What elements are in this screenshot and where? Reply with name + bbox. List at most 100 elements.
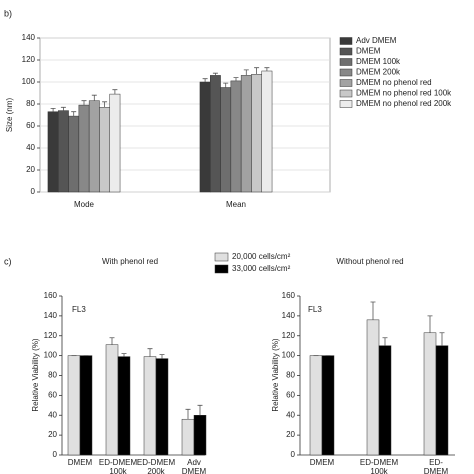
bar	[68, 115, 80, 193]
y-tick-label: 20	[26, 165, 35, 174]
y-tick-label: 80	[286, 371, 295, 380]
chart-title: Without phenol red	[336, 257, 403, 266]
error-bar	[147, 348, 153, 357]
x-tick-label: Mean	[225, 200, 247, 209]
error-bar	[81, 100, 87, 106]
bar	[79, 355, 93, 456]
y-tick-label: 40	[26, 143, 35, 152]
error-bar	[159, 354, 165, 359]
bar	[309, 355, 323, 456]
error-bar	[121, 353, 127, 357]
y-tick-label: 140	[282, 311, 296, 320]
x-tick-label: DMEM	[309, 458, 335, 467]
x-tick-label: ED-DMEM 200k	[136, 458, 176, 474]
error-bar	[71, 111, 77, 117]
annotation: FL3	[72, 305, 86, 314]
y-tick-label: 60	[48, 390, 57, 399]
y-tick-label: 160	[282, 291, 296, 300]
y-tick-label: 20	[48, 430, 57, 439]
legend-swatch	[339, 47, 353, 56]
legend-label: DMEM	[356, 47, 381, 56]
error-bar	[254, 67, 260, 75]
error-bar	[212, 72, 218, 76]
error-bar	[264, 67, 270, 71]
legend-label: DMEM no phenol red	[356, 78, 432, 87]
y-tick-label: 100	[22, 77, 36, 86]
bar	[58, 110, 69, 193]
y-axis-label: Size (nm)	[5, 98, 14, 133]
y-tick-label: 140	[44, 311, 58, 320]
bar	[240, 75, 252, 193]
y-tick-label: 80	[48, 371, 57, 380]
bar	[251, 74, 262, 193]
legend-label: 33,000 cells/cm²	[232, 264, 291, 273]
x-tick-label: ED-DMEM 100k	[359, 458, 399, 474]
bar	[99, 107, 110, 193]
y-tick-label: 120	[282, 331, 296, 340]
bar	[88, 100, 100, 193]
x-tick-label: ED-DMEM 200k	[423, 458, 449, 474]
chart-title: With phenol red	[102, 257, 158, 266]
error-bar	[223, 82, 229, 88]
y-tick-label: 40	[286, 410, 295, 419]
y-tick-label: 120	[22, 55, 36, 64]
legend-label: DMEM 200k	[356, 68, 401, 77]
y-tick-label: 120	[44, 331, 58, 340]
error-bar	[370, 301, 376, 320]
legend-swatch	[214, 252, 229, 262]
y-tick-label: 100	[44, 351, 58, 360]
panel-label: b)	[4, 8, 12, 18]
error-bar	[382, 337, 388, 346]
error-bar	[60, 106, 66, 111]
bar	[47, 111, 59, 193]
legend-swatch	[214, 264, 229, 274]
legend-label: 20,000 cells/cm²	[232, 252, 291, 261]
bar	[321, 355, 335, 456]
bar	[230, 80, 242, 193]
y-tick-label: 80	[26, 99, 35, 108]
legend-swatch	[339, 79, 353, 87]
legend-label: Adv DMEM	[356, 36, 397, 45]
bar	[193, 415, 207, 456]
legend-swatch	[339, 100, 353, 108]
bar	[261, 70, 273, 193]
error-bar	[91, 94, 97, 101]
error-bar	[112, 89, 118, 95]
bar	[143, 356, 157, 456]
legend-swatch	[339, 58, 353, 66]
bar	[67, 355, 81, 456]
legend-swatch	[339, 89, 353, 98]
error-bar	[427, 315, 433, 333]
bar	[78, 104, 90, 193]
legend-label: DMEM no phenol red 100k	[356, 89, 452, 98]
y-tick-label: 20	[286, 430, 295, 439]
bar	[199, 81, 211, 193]
error-bar	[185, 408, 191, 420]
error-bar	[197, 404, 203, 416]
x-tick-label: Adv DMEM	[181, 458, 207, 474]
y-tick-label: 0	[31, 187, 36, 196]
error-bar	[439, 332, 445, 346]
y-tick-label: 100	[282, 351, 296, 360]
bar	[220, 87, 232, 193]
bar	[181, 418, 195, 456]
x-tick-label: Mode	[73, 200, 95, 209]
bar	[117, 356, 131, 456]
error-bar	[202, 78, 208, 82]
y-tick-label: 60	[286, 390, 295, 399]
error-bar	[102, 101, 108, 108]
bar	[105, 344, 119, 456]
annotation: FL3	[308, 305, 322, 314]
bar	[366, 319, 380, 456]
bar	[155, 358, 169, 456]
legend-label: DMEM no phenol red 200k	[356, 99, 452, 108]
bar	[435, 345, 449, 456]
legend-swatch	[339, 37, 353, 45]
bar	[109, 93, 121, 193]
y-tick-label: 0	[291, 450, 296, 459]
y-tick-label: 160	[44, 291, 58, 300]
legend-swatch	[339, 68, 353, 77]
error-bar	[233, 77, 239, 81]
